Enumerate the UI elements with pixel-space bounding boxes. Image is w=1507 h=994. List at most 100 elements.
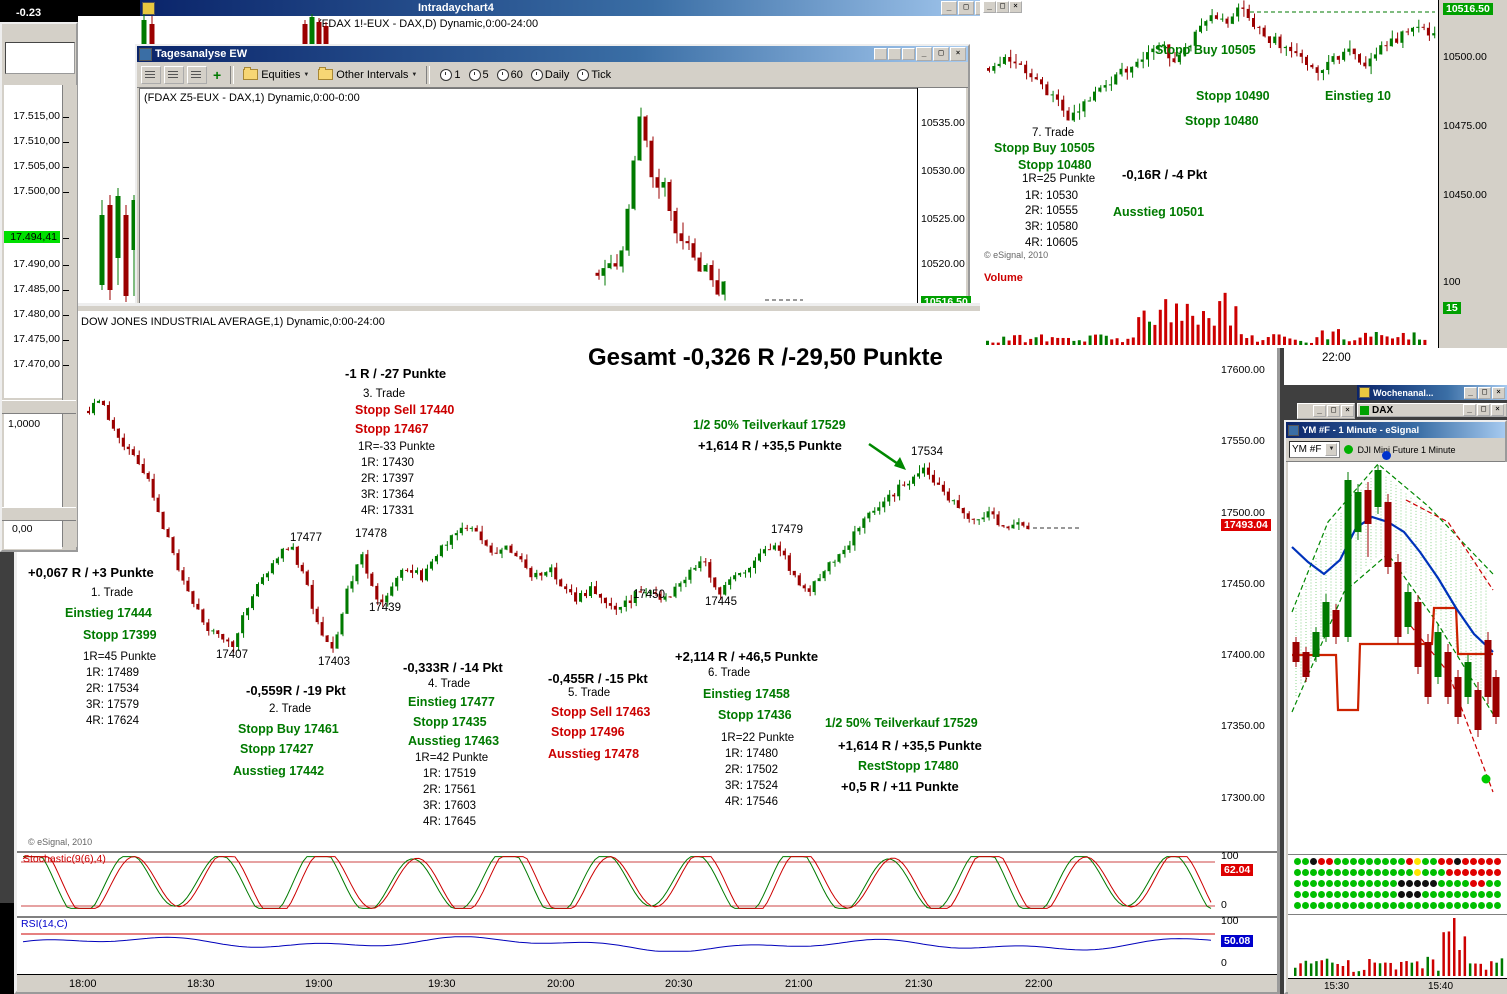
minimize-button[interactable]: _ bbox=[916, 47, 932, 61]
symbol-combo[interactable]: YM #F ▼ bbox=[1289, 441, 1341, 458]
signal-dot bbox=[1326, 891, 1333, 898]
signal-marker-icon bbox=[1382, 451, 1391, 460]
pane-separator[interactable] bbox=[2, 507, 76, 521]
signal-dot bbox=[1486, 891, 1493, 898]
signal-dot bbox=[1406, 858, 1413, 865]
signal-dot bbox=[1406, 880, 1413, 887]
chart-window-icon bbox=[139, 47, 152, 61]
minimize-button[interactable]: _ bbox=[1463, 404, 1476, 416]
folder-icon bbox=[318, 67, 334, 80]
equities-dropdown[interactable]: Equities ▼ bbox=[240, 67, 312, 82]
maximize-button[interactable]: □ bbox=[1477, 404, 1490, 416]
tagesanalyse-chart[interactable] bbox=[137, 46, 972, 312]
signal-dot bbox=[1366, 902, 1373, 909]
signal-dot bbox=[1462, 858, 1469, 865]
trade7-chart[interactable] bbox=[980, 0, 1507, 385]
signal-dot bbox=[1342, 902, 1349, 909]
symbol-link-button[interactable] bbox=[874, 48, 887, 60]
dax-chart-icon bbox=[1360, 405, 1369, 415]
maximize-button[interactable]: □ bbox=[933, 47, 949, 61]
signal-dot bbox=[1414, 880, 1421, 887]
signal-dot bbox=[1414, 869, 1421, 876]
signal-dot bbox=[1390, 891, 1397, 898]
page-setup-icon[interactable] bbox=[164, 65, 184, 84]
clock-icon bbox=[530, 68, 543, 81]
window-dow-jones: DOW JONES INDUSTRIAL AVERAGE,1) Dynamic,… bbox=[14, 303, 1280, 994]
intradaychart4-symbol-header: (FDAX 1!-EUX - DAX,D) Dynamic,0:00-24:00 bbox=[318, 18, 539, 30]
signal-dot bbox=[1326, 902, 1333, 909]
tagesanalyse-chart-bg[interactable] bbox=[139, 88, 966, 306]
indicator1-scale-value: 1,0000 bbox=[8, 418, 41, 430]
signal-dot bbox=[1318, 891, 1325, 898]
signal-dot bbox=[1358, 880, 1365, 887]
signal-dot bbox=[1414, 891, 1421, 898]
minimize-button[interactable]: _ bbox=[941, 1, 957, 15]
close-button[interactable]: × bbox=[1491, 404, 1504, 416]
dax-tab-bar[interactable]: DAX _ □ × bbox=[1357, 403, 1507, 417]
minimize-button[interactable]: _ bbox=[1464, 386, 1477, 399]
signal-dot bbox=[1390, 880, 1397, 887]
signal-dot bbox=[1398, 858, 1405, 865]
signal-dot bbox=[1494, 858, 1501, 865]
maximize-button[interactable]: □ bbox=[1327, 405, 1340, 417]
tools-button[interactable] bbox=[902, 48, 915, 60]
maximize-button[interactable]: □ bbox=[996, 1, 1009, 13]
signal-dot bbox=[1454, 902, 1461, 909]
interval-button-1[interactable]: 1 bbox=[436, 68, 464, 82]
signal-dot bbox=[1462, 891, 1469, 898]
ym-titlebar[interactable]: YM #F - 1 Minute - eSignal bbox=[1286, 422, 1505, 438]
signal-dot bbox=[1446, 880, 1453, 887]
titlebar-gap bbox=[78, 0, 140, 16]
add-symbol-button[interactable]: + bbox=[213, 66, 222, 83]
interval-button-60[interactable]: 60 bbox=[493, 68, 527, 82]
indicator2-scale-value: 0,00 bbox=[12, 523, 33, 535]
equities-label: Equities bbox=[261, 68, 301, 81]
signal-dot bbox=[1422, 858, 1429, 865]
close-button[interactable]: × bbox=[1492, 386, 1505, 399]
symbol-combo-value: YM #F bbox=[1292, 444, 1322, 455]
signal-dot bbox=[1294, 869, 1301, 876]
signal-dot bbox=[1342, 858, 1349, 865]
interval-link-button[interactable] bbox=[888, 48, 901, 60]
close-button[interactable]: × bbox=[1341, 405, 1354, 417]
signal-dot bbox=[1470, 902, 1477, 909]
close-button[interactable]: × bbox=[950, 47, 966, 61]
signal-dot bbox=[1302, 880, 1309, 887]
copy-icon[interactable] bbox=[187, 65, 207, 84]
signal-dot bbox=[1382, 869, 1389, 876]
maximize-button[interactable]: □ bbox=[1478, 386, 1491, 399]
minimize-button[interactable]: _ bbox=[1313, 405, 1326, 417]
signal-dot bbox=[1470, 869, 1477, 876]
signal-dot bbox=[1382, 858, 1389, 865]
signal-dot bbox=[1342, 880, 1349, 887]
signal-dot bbox=[1478, 880, 1485, 887]
tagesanalyse-title: Tagesanalyse EW bbox=[155, 48, 248, 60]
interval-button-Tick[interactable]: Tick bbox=[573, 68, 615, 82]
pane-separator[interactable] bbox=[2, 400, 76, 414]
signal-dot bbox=[1446, 891, 1453, 898]
minimize-button[interactable]: _ bbox=[983, 1, 996, 13]
signal-dot bbox=[1478, 869, 1485, 876]
left-badge-value: -0.23 bbox=[16, 7, 42, 19]
other-intervals-dropdown[interactable]: Other Intervals ▼ bbox=[315, 67, 420, 82]
print-icon[interactable] bbox=[141, 65, 161, 84]
time-axis-label: 15:30 bbox=[1324, 981, 1350, 992]
intradaychart4-titlebar[interactable]: Intradaychart4 _ □ × bbox=[140, 0, 993, 16]
ym-chart-bg[interactable] bbox=[1288, 462, 1507, 854]
close-button[interactable]: × bbox=[1009, 1, 1022, 13]
tagesanalyse-titlebar[interactable]: Tagesanalyse EW _ □ × bbox=[137, 46, 968, 62]
wochenanalyse-titlebar[interactable]: Wochenanal... _ □ × bbox=[1357, 385, 1507, 400]
signal-dot bbox=[1318, 869, 1325, 876]
folder-icon bbox=[243, 67, 259, 80]
interval-button-5[interactable]: 5 bbox=[465, 68, 493, 82]
signal-dot bbox=[1470, 880, 1477, 887]
interval-button-Daily[interactable]: Daily bbox=[527, 68, 573, 82]
signal-dot bbox=[1478, 891, 1485, 898]
dow-chart[interactable] bbox=[17, 306, 1277, 991]
tagesanalyse-toolbar: + Equities ▼ Other Intervals ▼ 1 5 60 Daily… bbox=[137, 62, 968, 88]
ym-toolbar: YM #F ▼ DJI Mini Future 1 Minute bbox=[1286, 438, 1505, 462]
signal-dot bbox=[1310, 858, 1317, 865]
signal-dot bbox=[1294, 891, 1301, 898]
maximize-button[interactable]: □ bbox=[958, 1, 974, 15]
